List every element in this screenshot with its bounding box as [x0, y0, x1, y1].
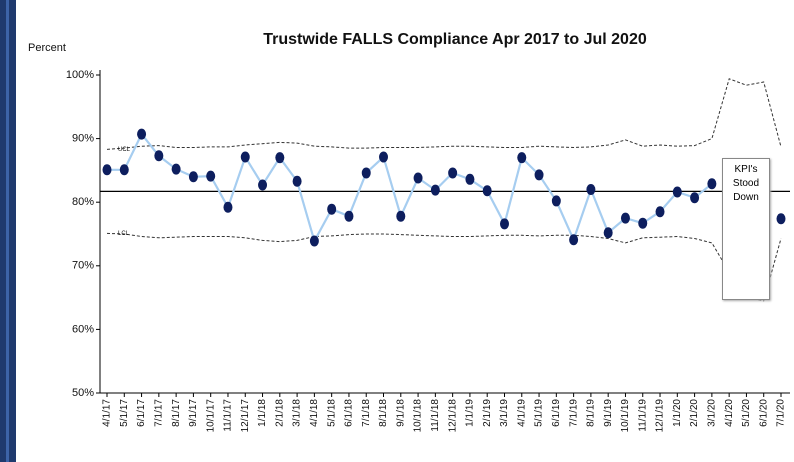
x-tick-label: 10/1/17 [205, 399, 216, 433]
data-point [171, 163, 181, 175]
data-point [672, 186, 682, 198]
x-tick-label: 12/1/19 [655, 399, 666, 433]
data-point [361, 167, 371, 179]
y-tick-label: 90% [72, 133, 94, 145]
x-tick-label: 11/1/19 [637, 399, 648, 432]
x-tick-label: 9/1/17 [188, 399, 199, 427]
x-tick-label: 12/1/17 [240, 399, 251, 433]
data-point [240, 151, 250, 163]
x-tick-label: 2/1/20 [689, 399, 700, 427]
x-tick-label: 7/1/20 [776, 399, 787, 427]
x-tick-label: 12/1/18 [447, 399, 458, 433]
x-tick-label: 3/1/19 [499, 399, 510, 427]
x-tick-label: 6/1/19 [551, 399, 562, 427]
data-point [586, 183, 596, 195]
x-tick-label: 6/1/18 [344, 399, 355, 427]
x-tick-label: 7/1/18 [361, 399, 372, 427]
data-point [102, 164, 112, 176]
data-point [569, 234, 579, 246]
data-point [309, 235, 319, 247]
x-tick-label: 5/1/17 [119, 399, 130, 427]
data-point [292, 175, 302, 187]
x-tick-label: 9/1/18 [395, 399, 406, 427]
x-tick-label: 6/1/17 [136, 399, 147, 427]
chart-title: Trustwide FALLS Compliance Apr 2017 to J… [263, 31, 647, 48]
data-point [188, 171, 198, 183]
ucl-line [106, 78, 782, 150]
x-tick-label: 5/1/19 [534, 399, 545, 427]
data-point [638, 217, 648, 229]
x-tick-label: 4/1/20 [724, 399, 735, 427]
data-point [534, 169, 544, 181]
x-tick-label: 3/1/20 [707, 399, 718, 427]
x-tick-label: 5/1/18 [326, 399, 337, 427]
data-point [482, 185, 492, 197]
data-point [154, 150, 164, 162]
x-tick-label: 8/1/18 [378, 399, 389, 427]
annotation: KPI's Stood Down [722, 158, 770, 300]
x-tick-label: 7/1/17 [153, 399, 164, 427]
x-tick-label: 3/1/18 [292, 399, 303, 427]
data-point [137, 128, 147, 140]
x-tick-label: 8/1/19 [586, 399, 597, 427]
x-tick-label: 4/1/17 [102, 399, 113, 427]
y-tick-label: 100% [66, 69, 94, 81]
x-tick-label: 9/1/19 [603, 399, 614, 427]
x-tick-label: 2/1/19 [482, 399, 493, 427]
data-point [379, 151, 389, 163]
data-point [465, 173, 475, 185]
data-point [707, 178, 717, 190]
data-point [223, 201, 233, 213]
x-tick-label: 1/1/20 [672, 399, 683, 427]
data-point [499, 218, 509, 230]
x-tick-label: 4/1/19 [516, 399, 527, 427]
x-tick-label: 7/1/19 [568, 399, 579, 427]
data-point [551, 195, 561, 207]
data-point [655, 206, 665, 218]
data-point [344, 210, 354, 222]
y-tick-label: 50% [72, 387, 94, 399]
data-point [517, 152, 527, 164]
x-tick-label: 1/1/18 [257, 399, 268, 427]
data-point [620, 212, 630, 224]
y-tick-label: 60% [72, 323, 94, 335]
x-tick-label: 10/1/18 [413, 399, 424, 433]
x-tick-label: 11/1/18 [430, 399, 441, 432]
data-point [448, 167, 458, 179]
data-point [119, 164, 129, 176]
x-tick-label: 1/1/19 [465, 399, 476, 427]
data-point [690, 192, 700, 204]
y-axis-label: Percent [28, 42, 66, 54]
y-tick-label: 70% [72, 260, 94, 272]
x-tick-label: 6/1/20 [758, 399, 769, 427]
side-strip-line [6, 0, 9, 462]
x-tick-label: 10/1/19 [620, 399, 631, 433]
lcl-line [106, 232, 782, 302]
y-tick-label: 80% [72, 196, 94, 208]
x-tick-label: 11/1/17 [223, 399, 234, 432]
ucl-label: UCL [118, 147, 131, 153]
data-point [327, 203, 337, 215]
x-tick-label: 2/1/18 [274, 399, 285, 427]
x-tick-label: 4/1/18 [309, 399, 320, 427]
data-point [430, 184, 440, 196]
x-tick-label: 8/1/17 [171, 399, 182, 427]
lcl-label: LCL [118, 231, 130, 237]
data-point [396, 210, 406, 222]
data-point [206, 170, 216, 182]
data-point [258, 179, 268, 191]
data-point [603, 227, 613, 239]
x-tick-label: 5/1/20 [741, 399, 752, 427]
data-point [413, 172, 423, 184]
data-point [275, 152, 285, 164]
data-point [776, 213, 786, 225]
